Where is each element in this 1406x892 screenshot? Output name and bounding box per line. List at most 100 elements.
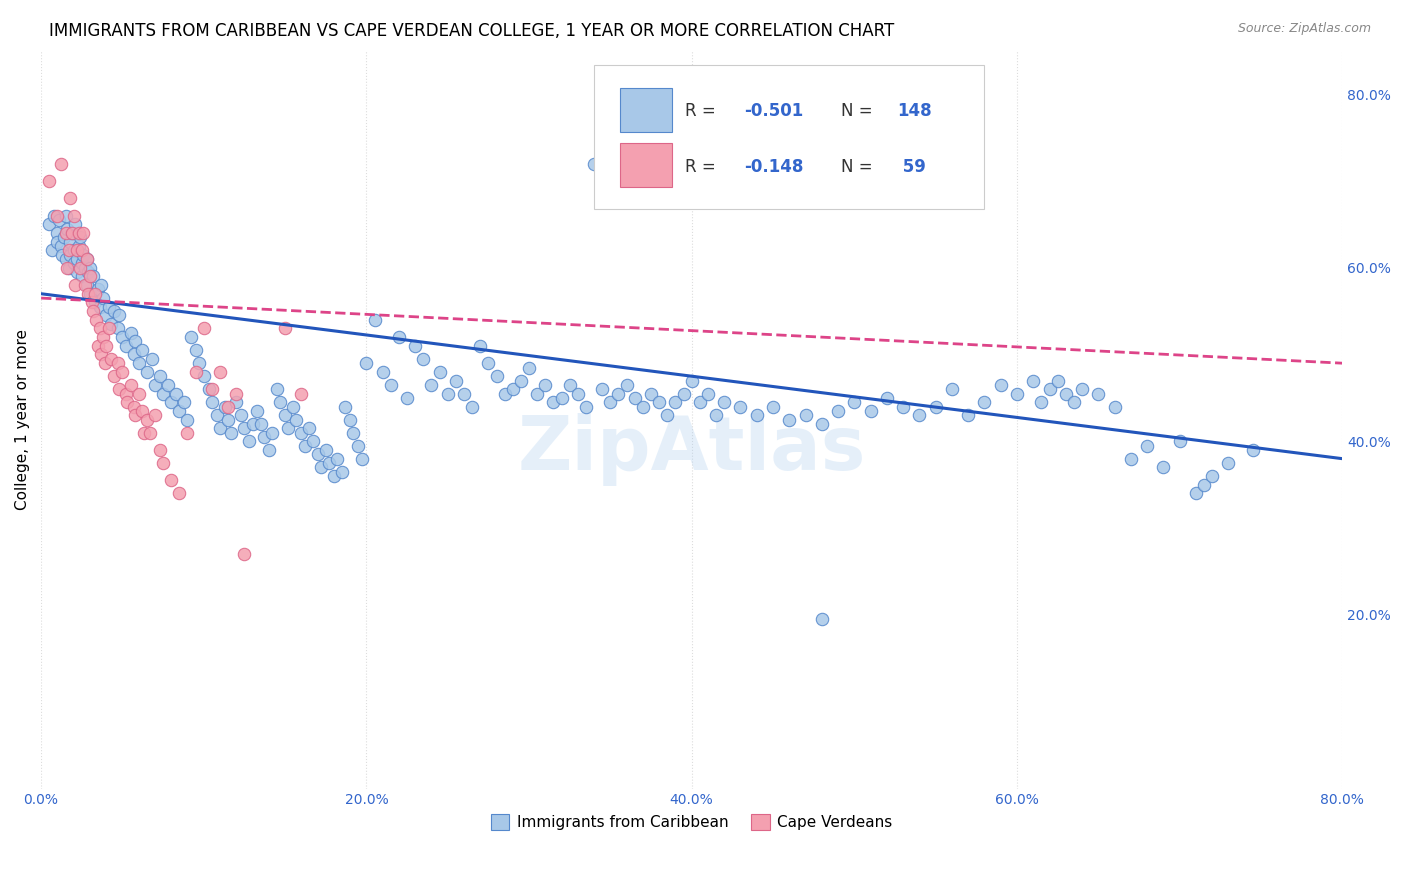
Point — [124, 334, 146, 349]
Point — [176, 412, 198, 426]
Point — [583, 156, 606, 170]
Point — [46, 235, 69, 249]
Point — [285, 412, 308, 426]
Point — [114, 339, 136, 353]
Point — [201, 395, 224, 409]
Text: N =: N = — [841, 158, 879, 176]
Point — [55, 252, 77, 266]
Y-axis label: College, 1 year or more: College, 1 year or more — [15, 329, 30, 510]
Point — [253, 430, 276, 444]
Point — [132, 425, 155, 440]
Point — [810, 612, 832, 626]
Point — [246, 404, 269, 418]
Point — [197, 382, 219, 396]
Point — [648, 395, 671, 409]
Point — [283, 400, 305, 414]
Point — [59, 191, 82, 205]
Point — [107, 356, 129, 370]
Point — [294, 439, 316, 453]
Point — [436, 386, 458, 401]
Point — [184, 365, 207, 379]
Point — [231, 409, 253, 423]
Point — [543, 395, 565, 409]
Point — [672, 386, 695, 401]
Point — [77, 286, 100, 301]
Point — [225, 386, 247, 401]
Point — [242, 417, 264, 431]
Point — [616, 377, 638, 392]
Point — [76, 252, 98, 266]
Point — [128, 386, 150, 401]
Point — [149, 442, 172, 457]
Point — [156, 377, 179, 392]
Point — [1087, 386, 1109, 401]
Point — [62, 256, 84, 270]
Point — [810, 417, 832, 431]
Point — [70, 269, 93, 284]
Point — [274, 409, 297, 423]
Point — [46, 226, 69, 240]
Point — [689, 395, 711, 409]
Point — [55, 226, 77, 240]
Point — [396, 391, 419, 405]
Point — [347, 439, 370, 453]
Point — [128, 356, 150, 370]
Point — [388, 330, 411, 344]
Point — [233, 547, 256, 561]
Point — [149, 369, 172, 384]
Point — [575, 400, 598, 414]
Point — [326, 451, 349, 466]
Point — [124, 409, 146, 423]
Point — [100, 317, 122, 331]
Point — [1063, 395, 1085, 409]
Point — [58, 260, 80, 275]
Point — [502, 382, 524, 396]
Point — [38, 217, 60, 231]
Point — [309, 460, 332, 475]
Point — [567, 386, 589, 401]
Point — [249, 417, 271, 431]
Point — [60, 226, 83, 240]
Point — [290, 425, 312, 440]
Point — [924, 400, 946, 414]
Point — [470, 339, 492, 353]
Point — [640, 386, 662, 401]
Point — [1136, 439, 1159, 453]
FancyBboxPatch shape — [595, 65, 984, 210]
Point — [193, 369, 215, 384]
Point — [697, 386, 720, 401]
Point — [91, 330, 114, 344]
Point — [420, 377, 443, 392]
Point — [131, 404, 153, 418]
Point — [173, 395, 195, 409]
Point — [152, 386, 174, 401]
Text: -0.501: -0.501 — [744, 103, 803, 120]
Point — [526, 386, 548, 401]
Point — [307, 447, 329, 461]
Point — [96, 309, 118, 323]
Text: -0.148: -0.148 — [744, 158, 803, 176]
Point — [713, 395, 735, 409]
Point — [1192, 477, 1215, 491]
Point — [827, 404, 849, 418]
Point — [266, 382, 288, 396]
Point — [339, 412, 361, 426]
Point — [52, 230, 75, 244]
Point — [534, 377, 557, 392]
Point — [1218, 456, 1240, 470]
Point — [49, 239, 72, 253]
Point — [70, 244, 93, 258]
Point — [517, 360, 540, 375]
Legend: Immigrants from Caribbean, Cape Verdeans: Immigrants from Caribbean, Cape Verdeans — [485, 808, 898, 836]
Point — [100, 351, 122, 366]
Point — [79, 269, 101, 284]
Point — [217, 400, 239, 414]
Point — [1031, 395, 1053, 409]
Point — [233, 421, 256, 435]
Point — [201, 382, 224, 396]
Point — [225, 395, 247, 409]
Point — [187, 356, 209, 370]
Point — [1038, 382, 1060, 396]
Point — [657, 409, 679, 423]
Point — [122, 347, 145, 361]
